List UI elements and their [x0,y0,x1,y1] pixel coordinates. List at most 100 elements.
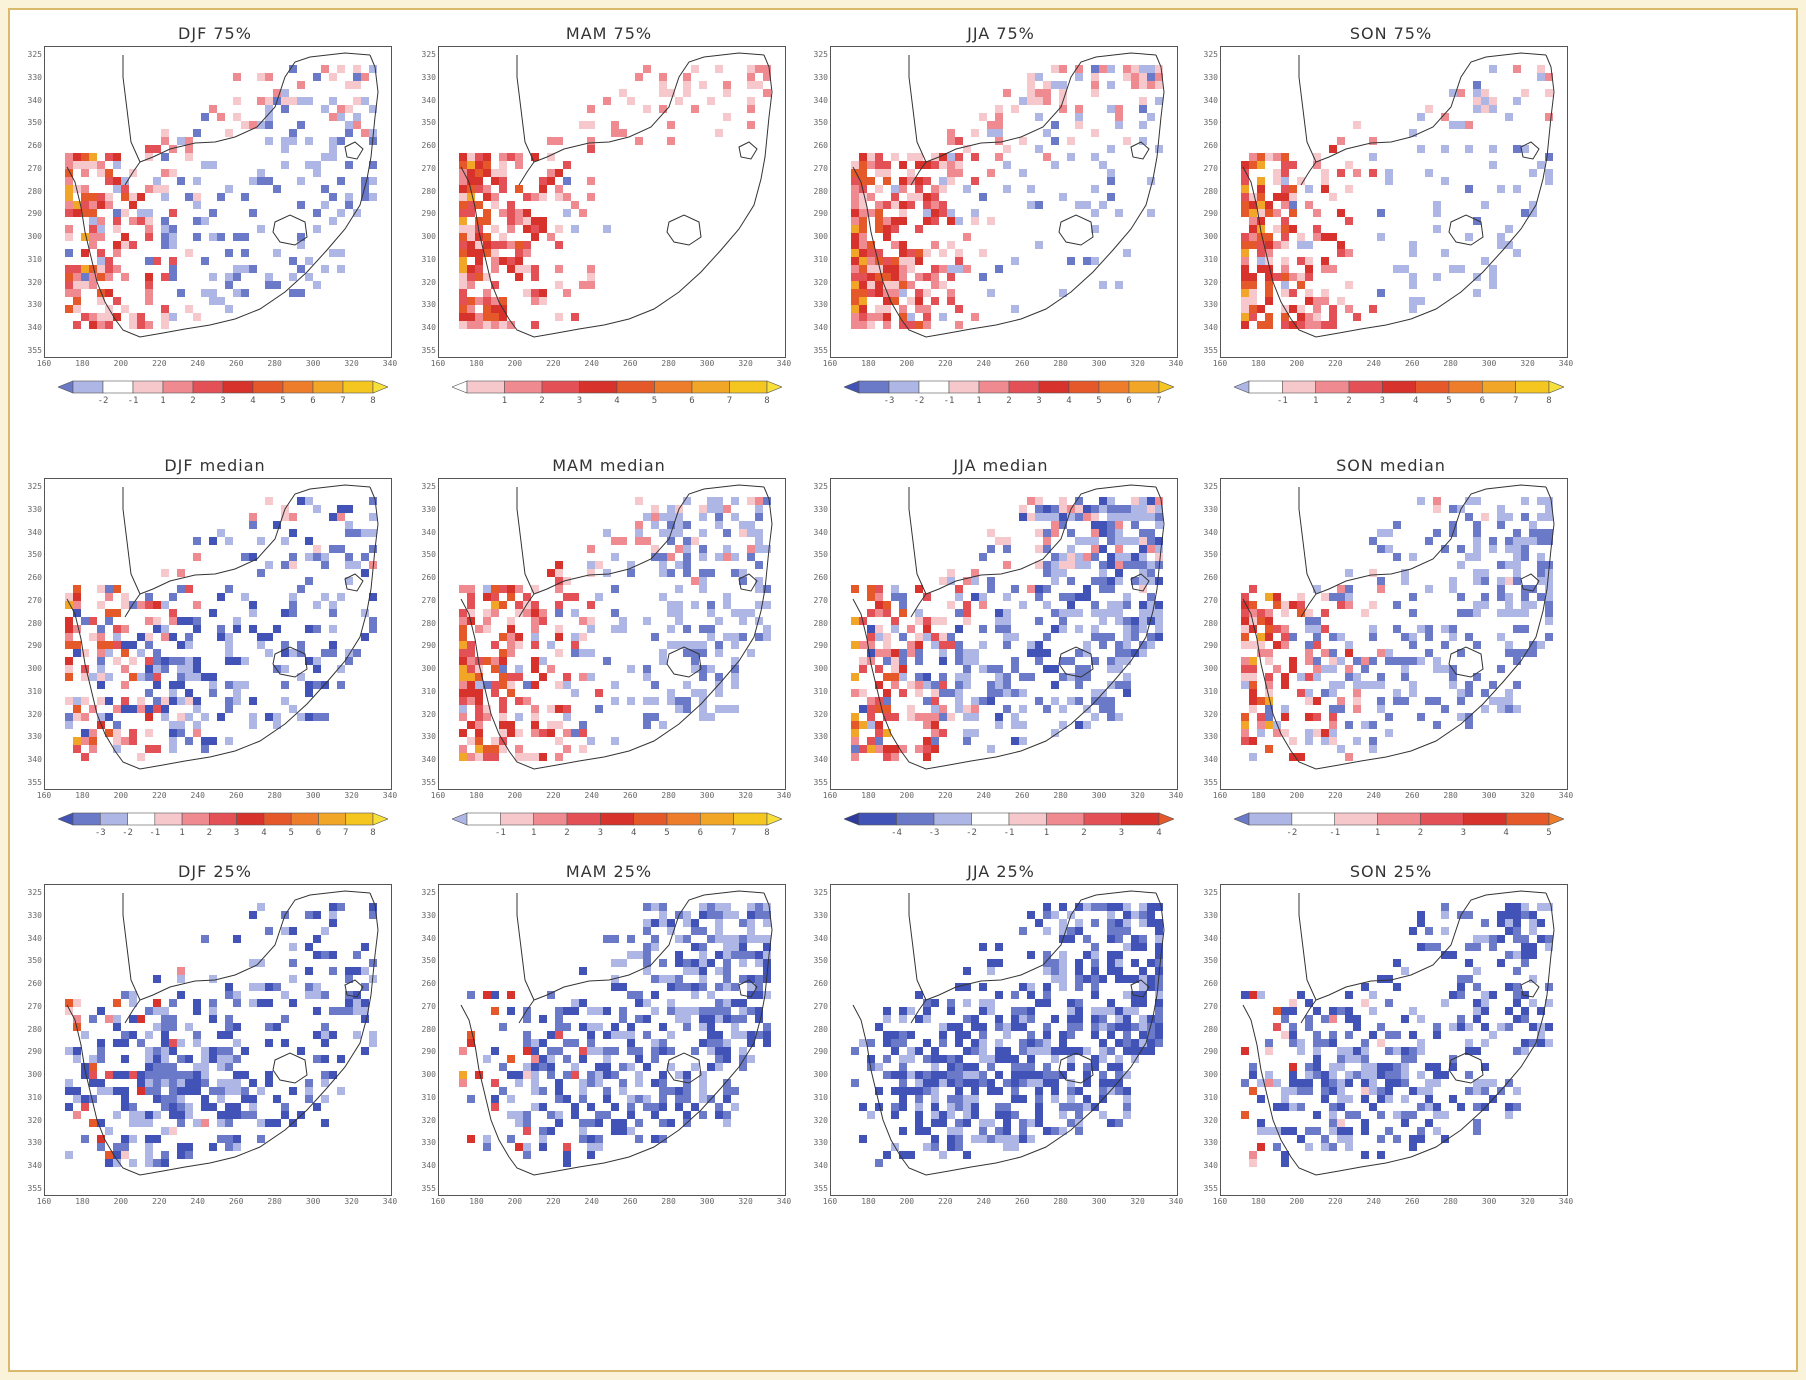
grid-cell [1521,545,1529,553]
grid-cell [507,617,515,625]
grid-cell [121,1151,129,1159]
grid-cell [1019,169,1027,177]
grid-cell [659,649,667,657]
grid-cell [563,1039,571,1047]
grid-cell [1027,1071,1035,1079]
grid-cell [361,1007,369,1015]
grid-cell [1139,1047,1147,1055]
colorbar-label: 7 [1512,396,1519,406]
lat-tick-label: 280 [27,186,42,196]
grid-cell [1329,593,1337,601]
grid-cell [963,1071,971,1079]
grid-cell [1545,113,1553,121]
grid-cell [1521,89,1529,97]
grid-cell [1067,1031,1075,1039]
grid-cell [217,1111,225,1119]
grid-cell [65,657,73,665]
grid-cell [233,697,241,705]
grid-cell [851,641,859,649]
grid-cell [475,233,483,241]
grid-cell [467,1135,475,1143]
grid-cell [1249,991,1257,999]
grid-cell [1067,593,1075,601]
grid-cell [987,689,995,697]
grid-cell [1377,1135,1385,1143]
grid-cell [1019,97,1027,105]
grid-cell [1281,161,1289,169]
grid-cell [563,705,571,713]
grid-cell [1289,225,1297,233]
grid-cell [555,265,563,273]
grid-cell [1441,999,1449,1007]
grid-cell [619,1015,627,1023]
grid-cell [129,999,137,1007]
grid-cell [955,1071,963,1079]
grid-cell [249,959,257,967]
grid-cell [265,633,273,641]
grid-cell [1027,497,1035,505]
grid-cell [467,1095,475,1103]
grid-cell [1003,1031,1011,1039]
grid-cell [65,713,73,721]
lon-tick-label: 340 [1168,1197,1184,1206]
grid-cell [1099,497,1107,505]
grid-cell [907,1055,915,1063]
grid-cell [1027,1039,1035,1047]
lon-tick-label: 220 [938,359,953,368]
map-frame [830,46,1178,358]
grid-cell [899,673,907,681]
grid-cell [1353,121,1361,129]
grid-cell [313,1055,321,1063]
grid-cell [763,65,771,73]
grid-cell [353,967,361,975]
grid-cell [1297,1103,1305,1111]
grid-cell [891,201,899,209]
grid-cell [1123,561,1131,569]
grid-cell [1521,601,1529,609]
grid-cell [121,641,129,649]
grid-cell [1241,161,1249,169]
grid-cell [281,927,289,935]
grid-cell [1481,601,1489,609]
lat-tick-label: 330 [1203,910,1218,920]
lat-tick-label: 280 [421,618,436,628]
grid-cell [1489,105,1497,113]
grid-cell [297,121,305,129]
grid-cell [369,177,377,185]
grid-cell [1051,1071,1059,1079]
grid-cell [313,505,321,513]
colorbar-segment [1548,812,1564,826]
grid-cell [723,1039,731,1047]
grid-cell [1131,81,1139,89]
grid-cell [675,983,683,991]
lon-tick-label: 320 [1130,1197,1145,1206]
grid-cell [587,545,595,553]
grid-cell [1457,1015,1465,1023]
figure: DJF 75% 325 330 340 350 260 270 280 290 300 310 320… [8,8,1798,1372]
map-panel: SON 25% 325 330 340 350 260 270 280 290 300 310 320… [1196,848,1586,1268]
lon-tick-label: 220 [546,359,561,368]
grid-cell [547,665,555,673]
grid-cell [1313,617,1321,625]
grid-cell [1051,569,1059,577]
grid-cell [105,265,113,273]
grid-cell [1059,521,1067,529]
grid-cell [1521,625,1529,633]
grid-cell [547,729,555,737]
grid-cell [907,169,915,177]
grid-cell [1123,633,1131,641]
grid-cell [1337,1063,1345,1071]
grid-cell [467,273,475,281]
grid-cell [1115,113,1123,121]
grid-cell [1465,633,1473,641]
grid-cell [1513,911,1521,919]
grid-cell [161,129,169,137]
grid-cell [683,1071,691,1079]
grid-cell [313,657,321,665]
lon-tick-label: 260 [1014,359,1030,368]
grid-cell [995,121,1003,129]
grid-cell [1035,617,1043,625]
grid-cell [1369,1007,1377,1015]
grid-cell [313,169,321,177]
grid-cell [1257,649,1265,657]
